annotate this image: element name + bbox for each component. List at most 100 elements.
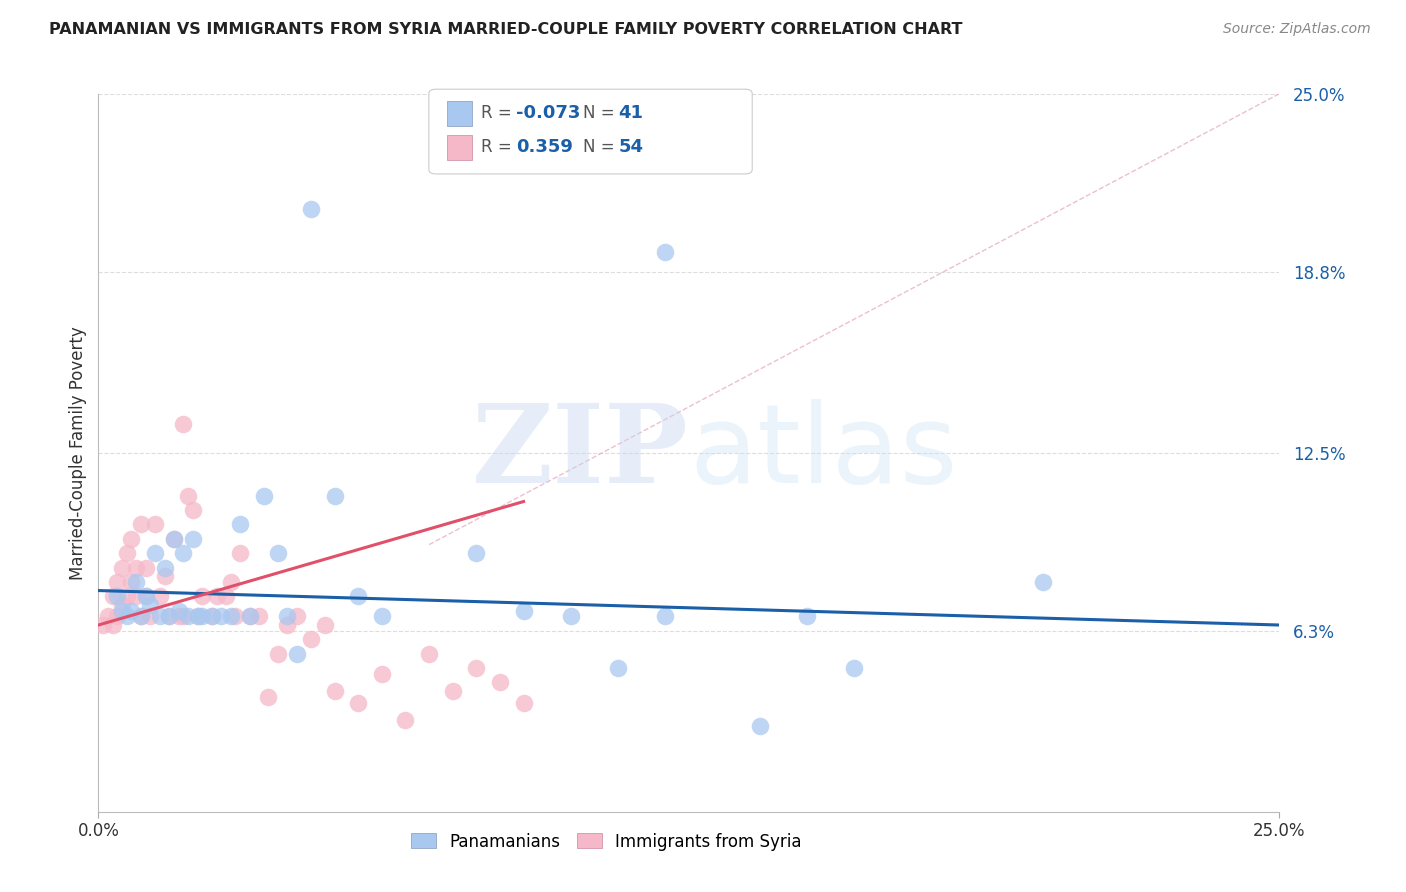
- Point: [323, 489, 346, 503]
- Text: 0.359: 0.359: [516, 138, 572, 156]
- Point: [201, 609, 224, 624]
- Point: [172, 609, 194, 624]
- Point: [181, 503, 204, 517]
- Point: [167, 609, 190, 624]
- Point: [1032, 574, 1054, 589]
- Point: [172, 546, 194, 560]
- Point: [347, 590, 370, 604]
- Point: [111, 598, 134, 612]
- Point: [139, 598, 162, 612]
- Point: [267, 546, 290, 560]
- Point: [323, 684, 346, 698]
- Point: [187, 609, 209, 624]
- Point: [177, 609, 200, 624]
- Point: [267, 647, 290, 661]
- Point: [844, 661, 866, 675]
- Point: [285, 647, 308, 661]
- Point: [247, 609, 270, 624]
- Point: [157, 609, 180, 624]
- Y-axis label: Married-Couple Family Poverty: Married-Couple Family Poverty: [69, 326, 87, 580]
- Point: [121, 604, 143, 618]
- Point: [101, 590, 124, 604]
- Point: [101, 618, 124, 632]
- Point: [163, 532, 186, 546]
- Point: [654, 609, 676, 624]
- Point: [149, 609, 172, 624]
- Point: [276, 618, 298, 632]
- Point: [219, 574, 242, 589]
- Text: PANAMANIAN VS IMMIGRANTS FROM SYRIA MARRIED-COUPLE FAMILY POVERTY CORRELATION CH: PANAMANIAN VS IMMIGRANTS FROM SYRIA MARR…: [49, 22, 963, 37]
- Point: [153, 569, 176, 583]
- Point: [177, 489, 200, 503]
- Point: [229, 517, 252, 532]
- Point: [125, 590, 148, 604]
- Point: [191, 609, 214, 624]
- Point: [111, 604, 134, 618]
- Text: ZIP: ZIP: [472, 400, 689, 506]
- Point: [125, 574, 148, 589]
- Point: [229, 546, 252, 560]
- Point: [201, 609, 224, 624]
- Point: [143, 546, 166, 560]
- Point: [512, 696, 534, 710]
- Point: [111, 560, 134, 574]
- Point: [796, 609, 818, 624]
- Point: [441, 684, 464, 698]
- Point: [489, 675, 512, 690]
- Text: R =: R =: [481, 138, 517, 156]
- Point: [135, 590, 157, 604]
- Point: [607, 661, 630, 675]
- Point: [115, 590, 138, 604]
- Point: [139, 609, 162, 624]
- Point: [129, 609, 152, 624]
- Point: [347, 696, 370, 710]
- Point: [371, 666, 394, 681]
- Text: -0.073: -0.073: [516, 104, 581, 122]
- Point: [215, 590, 238, 604]
- Point: [285, 609, 308, 624]
- Legend: Panamanians, Immigrants from Syria: Panamanians, Immigrants from Syria: [404, 826, 808, 857]
- Point: [105, 590, 128, 604]
- Point: [276, 609, 298, 624]
- Point: [257, 690, 280, 704]
- Point: [91, 618, 114, 632]
- Point: [115, 546, 138, 560]
- Text: 54: 54: [619, 138, 644, 156]
- Point: [224, 609, 246, 624]
- Point: [172, 417, 194, 431]
- Point: [465, 661, 488, 675]
- Text: R =: R =: [481, 104, 517, 122]
- Text: N =: N =: [583, 104, 620, 122]
- Point: [209, 609, 232, 624]
- Point: [125, 560, 148, 574]
- Point: [314, 618, 336, 632]
- Point: [219, 609, 242, 624]
- Point: [121, 574, 143, 589]
- Text: Source: ZipAtlas.com: Source: ZipAtlas.com: [1223, 22, 1371, 37]
- Point: [135, 560, 157, 574]
- Point: [143, 517, 166, 532]
- Point: [181, 532, 204, 546]
- Point: [418, 647, 440, 661]
- Point: [105, 574, 128, 589]
- Point: [149, 590, 172, 604]
- Point: [167, 604, 190, 618]
- Text: atlas: atlas: [689, 400, 957, 506]
- Point: [748, 718, 770, 732]
- Point: [115, 609, 138, 624]
- Point: [239, 609, 262, 624]
- Point: [163, 532, 186, 546]
- Point: [371, 609, 394, 624]
- Point: [191, 590, 214, 604]
- Point: [465, 546, 488, 560]
- Point: [560, 609, 582, 624]
- Point: [187, 609, 209, 624]
- Point: [239, 609, 262, 624]
- Point: [299, 202, 322, 216]
- Point: [97, 609, 120, 624]
- Text: N =: N =: [583, 138, 620, 156]
- Point: [153, 560, 176, 574]
- Point: [654, 244, 676, 259]
- Point: [394, 713, 416, 727]
- Point: [135, 590, 157, 604]
